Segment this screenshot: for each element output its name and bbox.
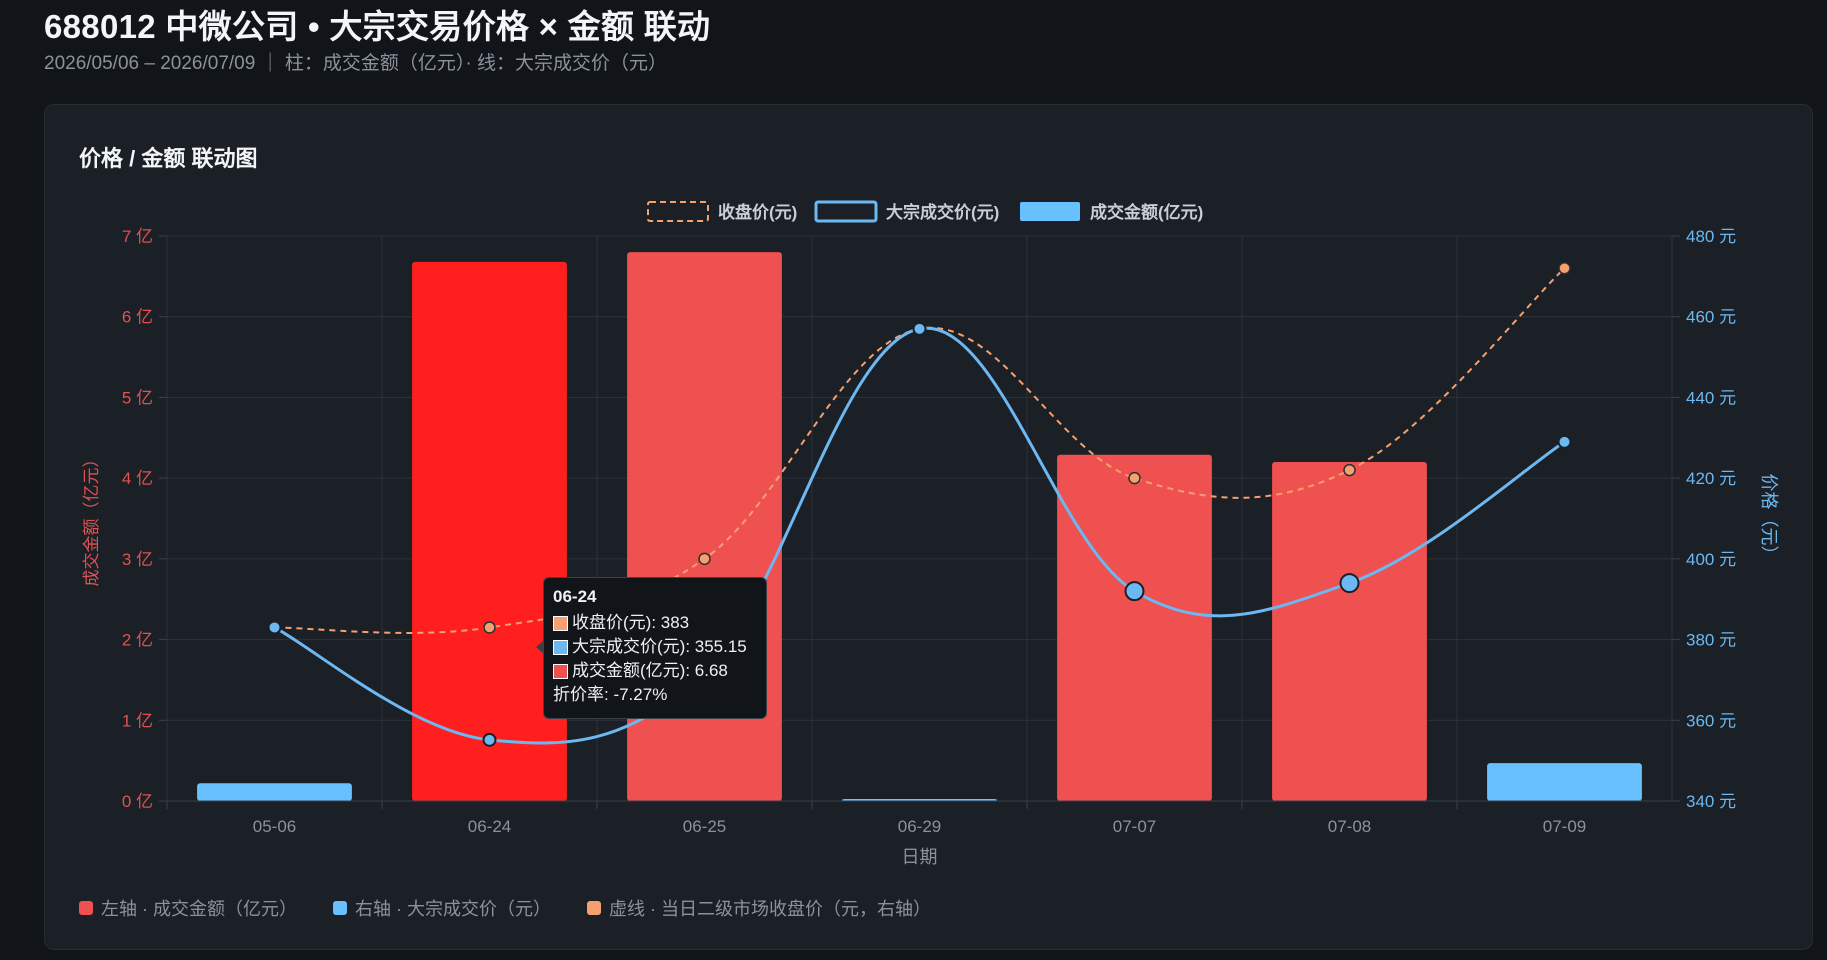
- footer-text-dashed: 虚线 · 当日二级市场收盘价（元，右轴）: [609, 899, 931, 919]
- footer-legend: 左轴 · 成交金额（亿元） 右轴 · 大宗成交价（元） 虚线 · 当日二级市场收…: [79, 895, 967, 921]
- bar-07-07: [1057, 454, 1212, 801]
- combo-chart: 0 亿 1 亿 2 亿 3 亿 4 亿 5 亿 6 亿 7 亿 340 元 360 元 380 元 4…: [82, 200, 1779, 867]
- bar-06-24: [412, 261, 567, 801]
- left-tick-label-7: 7 亿: [122, 227, 153, 246]
- legend-label-amount: 成交金额(亿元): [1090, 202, 1203, 222]
- footer-legend-dashed: 虚线 · 当日二级市场收盘价（元，右轴）: [587, 895, 931, 921]
- footer-legend-left-axis: 左轴 · 成交金额（亿元）: [79, 895, 297, 921]
- x-axis-title: 日期: [902, 847, 938, 867]
- close-point-07-08: [1343, 463, 1356, 477]
- bar-07-09: [1487, 763, 1642, 801]
- right-tick-label-2: 380 元: [1686, 631, 1736, 650]
- footer-dot-blue: [333, 901, 347, 915]
- legend-swatch-close: [647, 201, 709, 222]
- block-point-07-07: [1124, 581, 1145, 602]
- left-tick-label-2: 2 亿: [122, 631, 153, 650]
- left-axis-title: 成交金额（亿元）: [82, 451, 101, 587]
- tooltip-text-block: 大宗成交价(元): 355.15: [572, 637, 747, 656]
- block-point-07-09: [1557, 434, 1572, 449]
- right-tick-label-1: 360 元: [1686, 711, 1736, 730]
- x-tick-label-06-29: 06-29: [898, 817, 941, 836]
- right-tick-label-0: 340 元: [1686, 792, 1736, 811]
- right-axis-title: 价格（元）: [1759, 474, 1779, 564]
- footer-legend-right-axis: 右轴 · 大宗成交价（元）: [333, 895, 551, 921]
- tooltip-row-block: 大宗成交价(元): 355.15: [553, 635, 757, 659]
- block-point-05-06: [267, 620, 282, 635]
- chart-tooltip: 06-24 收盘价(元): 383 大宗成交价(元): 355.15 成交金额(…: [536, 577, 767, 719]
- footer-dot-orange: [587, 901, 601, 915]
- left-tick-label-0: 0 亿: [122, 792, 153, 811]
- tooltip-text-close: 收盘价(元): 383: [572, 613, 690, 632]
- tooltip-swatch-close: [553, 615, 568, 631]
- legend-label-block: 大宗成交价(元): [886, 202, 999, 222]
- footer-text-right-axis: 右轴 · 大宗成交价（元）: [355, 899, 551, 919]
- bar-07-08: [1272, 462, 1427, 801]
- x-tick-label-06-24: 06-24: [468, 817, 511, 836]
- right-tick-label-7: 480 元: [1686, 227, 1736, 246]
- tooltip-date: 06-24: [553, 587, 597, 606]
- x-tick-label-07-08: 07-08: [1328, 817, 1371, 836]
- bar-05-06: [197, 783, 352, 801]
- right-tick-label-6: 460 元: [1686, 308, 1736, 327]
- tooltip-row-close: 收盘价(元): 383: [553, 611, 757, 635]
- legend-label-close: 收盘价(元): [718, 202, 797, 222]
- x-tick-label-05-06: 05-06: [253, 817, 296, 836]
- right-tick-label-5: 440 元: [1686, 388, 1736, 407]
- left-tick-label-6: 6 亿: [122, 308, 153, 327]
- tooltip-swatch-amount: [553, 663, 568, 679]
- left-tick-label-3: 3 亿: [122, 550, 153, 569]
- legend-swatch-block: [814, 200, 878, 223]
- right-tick-label-4: 420 元: [1686, 469, 1736, 488]
- x-tick-label-07-09: 07-09: [1543, 817, 1586, 836]
- left-tick-label-4: 4 亿: [122, 469, 153, 488]
- left-tick-label-1: 1 亿: [122, 711, 153, 730]
- footer-text-left-axis: 左轴 · 成交金额（亿元）: [101, 899, 297, 919]
- close-point-06-24: [483, 621, 496, 634]
- page-title: 688012 中微公司 • 大宗交易价格 × 金额 联动: [44, 8, 711, 45]
- close-point-07-09: [1558, 262, 1571, 275]
- left-tick-label-5: 5 亿: [122, 388, 153, 407]
- block-point-06-24: [482, 732, 497, 747]
- x-tick-label-07-07: 07-07: [1113, 817, 1156, 836]
- footer-dot-red: [79, 901, 93, 915]
- card-title: 价格 / 金额 联动图: [79, 146, 258, 171]
- block-point-06-29: [912, 321, 927, 336]
- chart-card: 价格 / 金额 联动图 0 亿 1 亿 2 亿 3 亿 4 亿 5 亿 6 亿 7 亿 340 …: [44, 104, 1813, 950]
- tooltip-text-amount: 成交金额(亿元): 6.68: [572, 661, 728, 680]
- tooltip-discount: 折价率: -7.27%: [553, 685, 668, 704]
- right-tick-label-3: 400 元: [1686, 550, 1736, 569]
- close-point-06-25: [698, 552, 711, 566]
- legend-swatch-amount: [1020, 202, 1080, 221]
- tooltip-swatch-block: [553, 639, 568, 655]
- page-subtitle: 2026/05/06 – 2026/07/09 ｜ 柱：成交金额（亿元）· 线：…: [44, 53, 667, 74]
- x-tick-label-06-25: 06-25: [683, 817, 726, 836]
- block-point-07-08: [1339, 573, 1360, 594]
- tooltip-row-amount: 成交金额(亿元): 6.68: [553, 659, 757, 683]
- close-point-07-07: [1128, 471, 1141, 485]
